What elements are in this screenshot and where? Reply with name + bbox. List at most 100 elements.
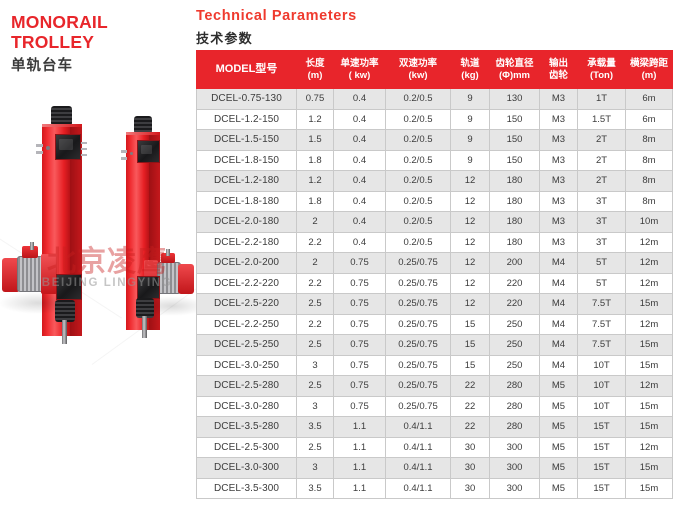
product-illustration [0,96,214,396]
column-header-line2: (Φ)mm [498,69,531,81]
table-cell: 22 [450,375,490,397]
table-row: DCEL-2.2-180 2.2 0.4 0.2/0.5 12 180 M3 3T 12m [196,231,673,253]
motor-shadow-right [136,296,208,316]
table-cell: 1.1 [333,477,386,499]
left-panel: MONORAIL TROLLEY 单轨台车 [0,0,214,509]
table-cell: M4 [539,334,578,356]
table-cell: 1.2 [296,170,334,192]
table-row: DCEL-2.5-250 2.5 0.75 0.25/0.75 15 250 M4 7.5T 1… [196,334,673,356]
table-cell: M4 [539,354,578,376]
column-header-line1: 轨道 [460,58,480,69]
table-cell: M4 [539,252,578,274]
column-side-right [149,132,160,330]
table-cell: 2.5 [296,375,334,397]
model-cell: DCEL-2.5-280 [196,375,297,397]
title-english-line1: MONORAIL [11,12,108,32]
model-cell: DCEL-2.0-180 [196,211,297,233]
table-cell: 2.2 [296,313,334,335]
model-cell: DCEL-2.0-200 [196,252,297,274]
table-cell: 10m [625,211,673,233]
table-cell: 6m [625,88,673,110]
trolley-unit-left [0,96,110,356]
column-header-line1: 长度 [305,58,325,69]
table-header: MODEL型号 长度 (m) 单速功率( kw) 双速功率 (kw) 轨道 (kg) 齿轮直径(… [196,50,673,89]
table-cell: 12m [625,272,673,294]
column-top-left [42,124,82,127]
table-row: DCEL-2.2-220 2.2 0.75 0.25/0.75 12 220 M4 5T 12m [196,272,673,294]
table-cell: 1.5T [577,108,626,130]
table-cell: 6m [625,108,673,130]
column-header-7: 承载量 (Ton) [577,50,626,89]
table-cell: 9 [450,129,490,151]
model-cell: DCEL-1.2-150 [196,108,297,130]
table-cell: 180 [489,211,540,233]
bellow-top-left [51,106,72,126]
column-header-line1: 承载量 [587,58,616,69]
table-cell: 15m [625,293,673,315]
table-cell: 0.2/0.5 [385,129,451,151]
table-cell: 0.4/1.1 [385,436,451,458]
table-cell: 0.25/0.75 [385,395,451,417]
table-row: DCEL-1.2-150 1.2 0.4 0.2/0.5 9 150 M3 1.5T 6m [196,108,673,130]
table-cell: 10T [577,354,626,376]
table-cell: 0.75 [333,293,386,315]
column-header-4: 轨道 (kg) [450,50,490,89]
table-cell: 0.2/0.5 [385,170,451,192]
column-header-line1: 单速功率 [340,58,379,69]
table-cell: 0.25/0.75 [385,252,451,274]
table-cell: M3 [539,231,578,253]
column-header-line1: MODEL型号 [215,62,278,75]
table-cell: 15m [625,395,673,417]
table-row: DCEL-2.2-250 2.2 0.75 0.25/0.75 15 250 M4 7.5T 1… [196,313,673,335]
table-row: DCEL-2.5-280 2.5 0.75 0.25/0.75 22 280 M5 10T 12… [196,375,673,397]
table-cell: 0.4 [333,190,386,212]
terminal-box-left [22,246,38,258]
model-cell: DCEL-3.0-280 [196,395,297,417]
side-fin-left-a [36,144,43,147]
model-cell: DCEL-2.2-180 [196,231,297,253]
gear-window-left [56,274,82,300]
table-cell: 2.2 [296,231,334,253]
table-cell: 280 [489,416,540,438]
table-cell: 180 [489,170,540,192]
motor-endcap-right [178,264,194,294]
column-header-line1: 输出 [548,58,568,69]
table-cell: 1.5 [296,129,334,151]
table-cell: 280 [489,375,540,397]
table-cell: 0.2/0.5 [385,108,451,130]
column-header-1: 长度 (m) [296,50,334,89]
table-cell: 1.8 [296,149,334,171]
table-cell: 12 [450,211,490,233]
table-row: DCEL-1.5-150 1.5 0.4 0.2/0.5 9 150 M3 2T 8m [196,129,673,151]
table-cell: 3 [296,354,334,376]
column-header-line2: (kw) [408,69,428,81]
bolt-dot-right-a [130,152,133,155]
table-cell: 9 [450,149,490,171]
table-cell: 15m [625,354,673,376]
table-cell: 0.75 [333,313,386,335]
table-cell: 0.4/1.1 [385,477,451,499]
table-cell: 1.2 [296,108,334,130]
table-cell: 1.1 [333,416,386,438]
model-cell: DCEL-1.5-150 [196,129,297,151]
table-cell: 15m [625,457,673,479]
table-cell: 12 [450,252,490,274]
table-cell: 0.25/0.75 [385,293,451,315]
side-fin-left-c [81,142,87,144]
page-title: MONORAIL TROLLEY 单轨台车 [11,12,191,76]
model-cell: DCEL-3.5-280 [196,416,297,438]
table-cell: M3 [539,108,578,130]
table-cell: 150 [489,108,540,130]
table-cell: 180 [489,190,540,212]
table-cell: 3T [577,211,626,233]
table-cell: 3.5 [296,416,334,438]
table-cell: 300 [489,457,540,479]
table-cell: 2T [577,149,626,171]
table-cell: 1T [577,88,626,110]
table-cell: 15m [625,477,673,499]
column-header-line2: (m) [641,69,657,81]
table-cell: 2.2 [296,272,334,294]
table-cell: 0.75 [333,354,386,376]
table-cell: 8m [625,149,673,171]
table-cell: 15 [450,313,490,335]
